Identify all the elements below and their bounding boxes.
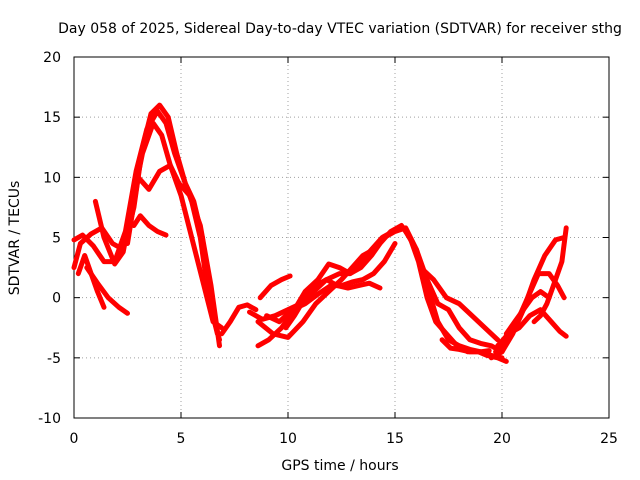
x-tick-label: 10: [279, 431, 297, 447]
series-line-track-3: [92, 120, 222, 349]
series-line-track-7: [131, 213, 169, 238]
series-line-track-12: [247, 225, 404, 322]
y-axis-label: SDTVAR / TECUs: [7, 181, 23, 296]
series-line-track-6: [75, 253, 107, 310]
y-tick-label: 10: [43, 170, 61, 186]
series-line-track-14: [283, 277, 383, 331]
data-series: [71, 102, 569, 364]
series-line-track-15: [403, 229, 505, 355]
x-tick-label: 5: [177, 431, 186, 447]
x-axis-label: GPS time / hours: [281, 458, 398, 474]
y-tick-label: 0: [52, 291, 61, 307]
y-tick-label: 5: [52, 231, 61, 247]
x-tick-label: 15: [386, 431, 404, 447]
series-line-track-22: [531, 225, 569, 325]
chart-title: Day 058 of 2025, Sidereal Day-to-day VTE…: [58, 21, 622, 37]
x-tick-label: 20: [493, 431, 511, 447]
series-line-track-20: [495, 307, 569, 349]
x-tick-label: 25: [600, 431, 618, 447]
y-tick-label: -10: [38, 411, 61, 427]
series-line-track-16: [418, 265, 501, 343]
y-tick-label: 15: [43, 110, 61, 126]
y-tick-label: 20: [43, 50, 61, 66]
series-line-track-4: [125, 162, 225, 331]
series-line-track-8: [219, 302, 259, 337]
series-line-track-21: [503, 289, 552, 337]
x-tick-label: 0: [70, 431, 79, 447]
series-line-track-9: [257, 273, 293, 301]
y-tick-label: -5: [47, 351, 61, 367]
x-tick-labels: 0 5 10 15 20 25: [70, 431, 618, 447]
tick-marks: [73, 56, 610, 419]
y-tick-labels: -10 -5 0 5 10 15 20: [38, 50, 61, 427]
series-line-track-17: [439, 337, 492, 355]
